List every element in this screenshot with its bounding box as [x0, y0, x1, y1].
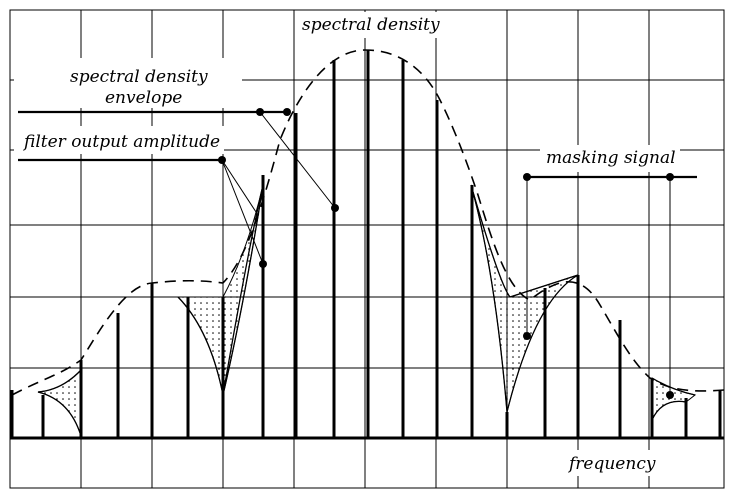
- spectral-density-label: spectral density: [302, 15, 440, 35]
- leader-dot: [218, 156, 226, 164]
- leader-dot: [256, 108, 264, 116]
- envelope-label-line2: envelope: [105, 88, 182, 108]
- label-backgrounds: [14, 12, 680, 476]
- filter-response-curves: [37, 184, 696, 437]
- leader-dot: [666, 173, 674, 181]
- spectral-density-leader: [259, 111, 336, 209]
- spectral-lines: [10, 50, 722, 438]
- leader-lines: [18, 110, 697, 395]
- filter-output-amplitude-label: filter output amplitude: [22, 132, 220, 152]
- frequency-axis-label: frequency: [567, 454, 656, 474]
- filter-region-4: [651, 377, 697, 421]
- filter-region-2: [176, 184, 264, 396]
- leader-dot: [523, 173, 531, 181]
- envelope-label-line1: spectral density: [70, 67, 208, 87]
- leader-dot: [523, 332, 531, 340]
- leader-dot: [331, 204, 339, 212]
- masking-signal-label: masking signal: [546, 148, 676, 168]
- filter-region-3: [470, 184, 579, 413]
- leader-dot: [259, 260, 267, 268]
- leader-dot: [283, 108, 291, 116]
- leader-dot: [666, 391, 674, 399]
- leader-dots: [218, 108, 674, 399]
